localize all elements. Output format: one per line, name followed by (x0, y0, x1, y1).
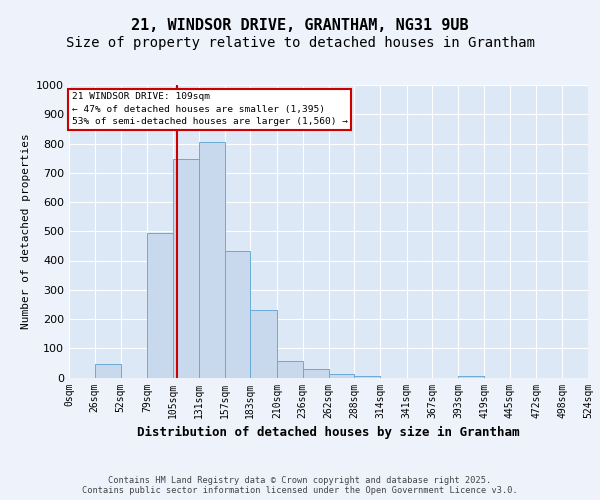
Bar (458, 376, 484, 378)
Bar (303, 368, 329, 378)
Text: 21 WINDSOR DRIVE: 109sqm
← 47% of detached houses are smaller (1,395)
53% of sem: 21 WINDSOR DRIVE: 109sqm ← 47% of detach… (71, 92, 347, 126)
Bar (173, 158, 199, 378)
Bar (199, 142, 224, 378)
Text: Size of property relative to detached houses in Grantham: Size of property relative to detached ho… (65, 36, 535, 50)
Bar (224, 251, 250, 378)
Bar (147, 233, 173, 378)
Y-axis label: Number of detached properties: Number of detached properties (20, 134, 31, 329)
X-axis label: Distribution of detached houses by size in Grantham: Distribution of detached houses by size … (137, 426, 520, 439)
Bar (95, 364, 121, 378)
Bar (354, 376, 380, 378)
Bar (329, 374, 354, 378)
Bar (250, 310, 277, 378)
Text: 21, WINDSOR DRIVE, GRANTHAM, NG31 9UB: 21, WINDSOR DRIVE, GRANTHAM, NG31 9UB (131, 18, 469, 32)
Text: Contains HM Land Registry data © Crown copyright and database right 2025.
Contai: Contains HM Land Registry data © Crown c… (82, 476, 518, 495)
Bar (277, 362, 303, 378)
